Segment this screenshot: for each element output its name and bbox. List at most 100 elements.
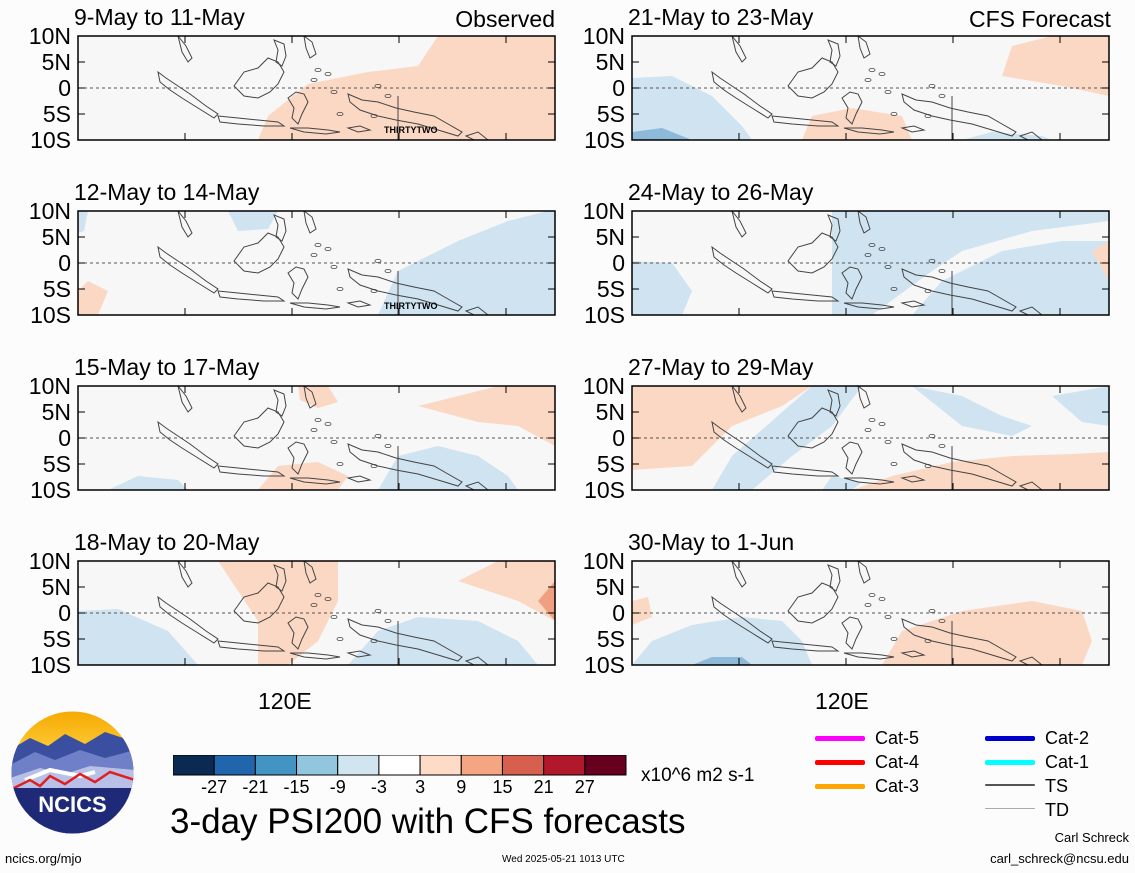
colorbar-units: x10^6 m2 s-1: [641, 765, 755, 786]
ncics-logo: NCICS: [10, 710, 135, 835]
colorbar-swatch: [543, 754, 586, 776]
colorbar-tick-label: -27: [201, 777, 228, 797]
legend-swatch: [815, 736, 865, 741]
map-panel: [631, 35, 1110, 141]
y-axis-label: 0: [612, 250, 625, 276]
x-axis-label-right: 120E: [815, 688, 869, 714]
y-axis-label: 10N: [582, 198, 625, 224]
colorbar-tick-label: 9: [456, 777, 467, 797]
colorbar-tick-label: 27: [574, 777, 595, 797]
footer-url[interactable]: ncics.org/mjo: [5, 851, 82, 866]
map-panel: [77, 210, 556, 316]
footer-timestamp: Wed 2025-05-21 1013 UTC: [502, 854, 625, 865]
y-axis-label: 5N: [595, 574, 625, 600]
colorbar-swatch: [501, 754, 545, 776]
y-axis-label: 0: [58, 75, 71, 101]
legend-swatch: [985, 760, 1035, 765]
panel-title: 24-May to 26-May: [628, 179, 814, 205]
y-axis-label: 0: [612, 425, 625, 451]
panel-title: 27-May to 29-May: [628, 354, 814, 380]
y-axis-label: 10N: [28, 23, 71, 49]
y-axis-label: 10N: [582, 548, 625, 574]
y-axis-label: 5N: [41, 574, 71, 600]
y-axis-label: 10N: [28, 548, 71, 574]
y-axis-label: 5N: [41, 49, 71, 75]
x-axis-label-left: 120E: [258, 688, 312, 714]
panel-title: 12-May to 14-May: [74, 179, 260, 205]
colorbar-tick-label: -21: [242, 777, 269, 797]
legend-swatch: [985, 808, 1035, 809]
colorbar-tick-label: 21: [533, 777, 554, 797]
y-axis-label: 10S: [584, 302, 625, 328]
legend-swatch: [985, 736, 1035, 741]
y-axis-label: 5S: [42, 626, 71, 652]
y-axis-label: 5S: [596, 101, 625, 127]
y-axis-label: 5S: [596, 276, 625, 302]
y-axis-label: 10N: [582, 23, 625, 49]
panel-title: 18-May to 20-May: [74, 529, 260, 555]
y-axis-label: 10S: [30, 302, 71, 328]
panel-title: 15-May to 17-May: [74, 354, 260, 380]
y-axis-label: 10S: [30, 477, 71, 503]
legend-label: Cat-3: [875, 776, 920, 796]
colorbar-swatch: [419, 754, 462, 776]
colorbar: [172, 754, 627, 776]
colorbar-tick-label: -3: [370, 777, 387, 797]
legend-label: Cat-4: [875, 752, 920, 772]
y-axis-label: 5N: [41, 399, 71, 425]
colorbar-swatch: [337, 754, 380, 776]
legend-label: TD: [1045, 800, 1069, 820]
colorbar-tick-label: 15: [492, 777, 513, 797]
map-panel: [631, 560, 1110, 666]
colorbar-swatch: [172, 754, 215, 776]
y-axis-label: 5N: [595, 224, 625, 250]
map-panel: [77, 560, 556, 666]
y-axis-label: 5S: [596, 451, 625, 477]
panel-title: 9-May to 11-May: [74, 4, 245, 30]
footer-author: Carl Schreck: [1054, 830, 1129, 845]
colorbar-tick-label: 3: [415, 777, 426, 797]
y-axis-label: 5N: [595, 399, 625, 425]
map-panel: [631, 385, 1110, 491]
y-axis-label: 10S: [584, 652, 625, 678]
legend-label: Cat-5: [875, 728, 920, 748]
colorbar-tick-label: -15: [283, 777, 310, 797]
colorbar-swatch: [254, 754, 298, 776]
y-axis-label: 10S: [584, 477, 625, 503]
main-title: 3-day PSI200 with CFS forecasts: [170, 802, 686, 841]
panel-title: 21-May to 23-May: [628, 4, 814, 30]
legend-swatch: [815, 760, 865, 765]
y-axis-label: 0: [58, 250, 71, 276]
logo-text: NCICS: [38, 792, 106, 817]
storm-label: THIRTYTWO: [384, 125, 438, 135]
panel-tag: Observed: [455, 6, 555, 32]
y-axis-label: 5N: [41, 224, 71, 250]
y-axis-label: 10N: [582, 373, 625, 399]
y-axis-label: 0: [612, 600, 625, 626]
y-axis-label: 10S: [30, 127, 71, 153]
colorbar-swatch: [584, 754, 627, 776]
colorbar-swatch: [296, 754, 339, 776]
legend-label: Cat-2: [1045, 728, 1090, 748]
y-axis-label: 10N: [28, 373, 71, 399]
colorbar-tick-label: -9: [329, 777, 346, 797]
y-axis-label: 5S: [42, 101, 71, 127]
colorbar-swatch: [378, 754, 421, 776]
legend-label: TS: [1045, 776, 1069, 796]
map-panel: [631, 210, 1110, 316]
legend-label: Cat-1: [1045, 752, 1090, 772]
colorbar-swatch: [460, 754, 503, 776]
colorbar-swatch: [213, 754, 256, 776]
y-axis-label: 5N: [595, 49, 625, 75]
legend-swatch: [815, 784, 865, 789]
y-axis-label: 0: [612, 75, 625, 101]
y-axis-label: 10S: [584, 127, 625, 153]
panel-title: 30-May to 1-Jun: [628, 529, 795, 555]
footer-email[interactable]: carl_schreck@ncsu.edu: [990, 851, 1129, 866]
y-axis-label: 0: [58, 425, 71, 451]
panel-tag: CFS Forecast: [969, 6, 1111, 32]
y-axis-label: 5S: [42, 276, 71, 302]
legend-swatch: [985, 784, 1035, 786]
storm-label: THIRTYTWO: [384, 301, 438, 311]
y-axis-label: 5S: [596, 626, 625, 652]
